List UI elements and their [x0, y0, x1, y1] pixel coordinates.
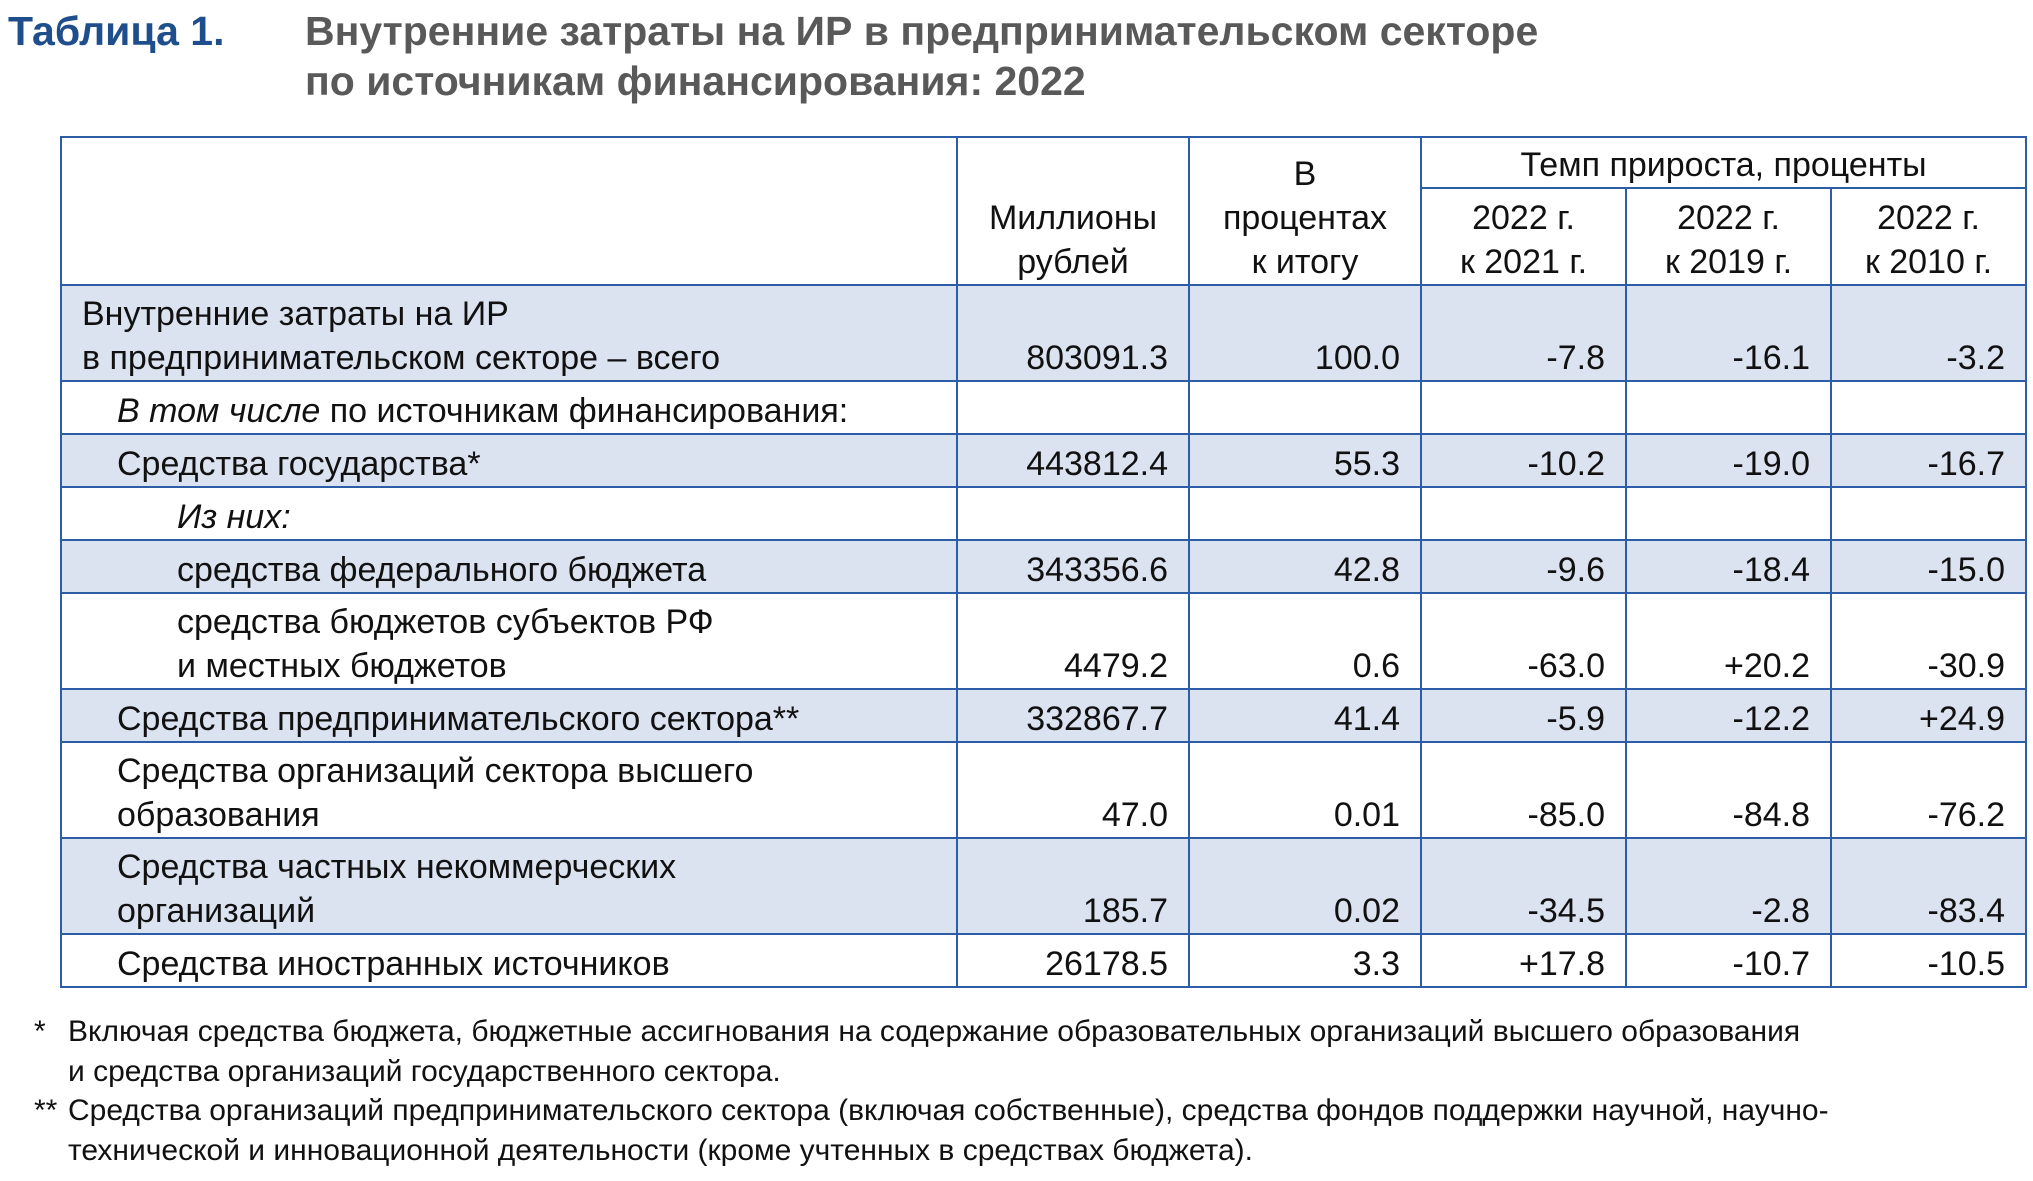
- cell-g2021: -85.0: [1420, 741, 1627, 839]
- header-empty-cell: [60, 136, 958, 286]
- header-2022-vs-2010: 2022 г. к 2010 г.: [1829, 187, 2028, 286]
- cell-mln: 47.0: [956, 741, 1190, 839]
- cell-g2019: -10.7: [1625, 933, 1832, 988]
- row-label: Средства предпринимательского сектора**: [60, 688, 958, 743]
- header-subrow: 2022 г. к 2021 г. 2022 г. к 2019 г. 2022 г…: [61, 187, 2028, 286]
- cell-g2021: -10.2: [1420, 433, 1627, 488]
- table-number: Таблица 1.: [8, 8, 225, 54]
- row-label: средства бюджетов субъектов РФ и местных …: [60, 592, 958, 690]
- table-row: средства федерального бюджета 343356.6 4…: [60, 539, 2028, 594]
- cell-pct: 0.01: [1188, 741, 1422, 839]
- footnote-1: * Включая средства бюджета, бюджетные асс…: [34, 1012, 2024, 1092]
- footnote-2: ** Средства организаций предпринимательск…: [34, 1091, 2024, 1171]
- table-title: Внутренние затраты на ИР в предпринимате…: [305, 6, 1538, 106]
- cell-g2019: -12.2: [1625, 688, 1832, 743]
- table-title-line2: по источникам финансирования: 2022: [305, 58, 1086, 104]
- cell-pct: 3.3: [1188, 933, 1422, 988]
- row-label: Средства частных некоммерческих организац…: [60, 837, 958, 935]
- header-growth-rate: Темп прироста, проценты: [1419, 136, 2028, 189]
- cell-mln: 803091.3: [956, 284, 1190, 382]
- cell-mln: 443812.4: [956, 433, 1190, 488]
- row-label: В том числе по источникам финансирования…: [60, 380, 958, 435]
- footnote-2-text-cont: технической и инновационной деятельности…: [68, 1134, 1253, 1167]
- header-2022-vs-2021: 2022 г. к 2021 г.: [1420, 187, 1627, 286]
- cell-g2019: -16.1: [1625, 284, 1832, 382]
- cell-g2019: -84.8: [1625, 741, 1832, 839]
- header-mln-rub: Миллионы рублей: [956, 136, 1190, 286]
- cell-mln: 343356.6: [956, 539, 1190, 594]
- cell-pct: 41.4: [1188, 688, 1422, 743]
- cell-g2010: +24.9: [1829, 688, 2028, 743]
- table-row: Средства организаций сектора высшего обра…: [60, 741, 2028, 839]
- cell-mln: 26178.5: [956, 933, 1190, 988]
- cell-g2021: +17.8: [1420, 933, 1627, 988]
- table-row: средства бюджетов субъектов РФ и местных …: [60, 592, 2028, 690]
- cell-g2010: -30.9: [1829, 592, 2028, 690]
- footnote-2-mark: **: [34, 1094, 58, 1127]
- row-label: Средства государства*: [60, 433, 958, 488]
- cell-g2021: -9.6: [1420, 539, 1627, 594]
- footnote-2-text: Средства организаций предпринимательског…: [68, 1094, 1829, 1127]
- cell-g2010: -10.5: [1829, 933, 2028, 988]
- table-row: Средства частных некоммерческих организац…: [60, 837, 2028, 935]
- cell-g2019: -18.4: [1625, 539, 1832, 594]
- cell-g2010: -76.2: [1829, 741, 2028, 839]
- footnote-1-text-cont: и средства организаций государственного …: [68, 1055, 781, 1088]
- table-row: В том числе по источникам финансирования…: [60, 380, 2028, 435]
- table-title-line1: Внутренние затраты на ИР в предпринимате…: [305, 8, 1539, 54]
- cell-g2021: -7.8: [1420, 284, 1627, 382]
- cell-g2010: -3.2: [1829, 284, 2028, 382]
- cell-pct: 55.3: [1188, 433, 1422, 488]
- table-row: Из них:: [60, 486, 2028, 541]
- cell-g2010: -15.0: [1829, 539, 2028, 594]
- table-row-total: Внутренние затраты на ИР в предпринимател…: [60, 284, 2028, 382]
- header-2022-vs-2019: 2022 г. к 2019 г.: [1625, 187, 1832, 286]
- row-label: Средства иностранных источников: [60, 933, 958, 988]
- cell-g2019: +20.2: [1625, 592, 1832, 690]
- row-label: Из них:: [60, 486, 958, 541]
- cell-g2010: -16.7: [1829, 433, 2028, 488]
- cell-g2019: -19.0: [1625, 433, 1832, 488]
- cell-pct: 100.0: [1188, 284, 1422, 382]
- table-row: Средства государства* 443812.4 55.3 -10.…: [60, 433, 2028, 488]
- row-label: Внутренние затраты на ИР в предпринимател…: [60, 284, 958, 382]
- table-row: Средства иностранных источников 26178.5 …: [60, 933, 2028, 988]
- row-label: средства федерального бюджета: [60, 539, 958, 594]
- cell-g2021: -5.9: [1420, 688, 1627, 743]
- cell-mln: 4479.2: [956, 592, 1190, 690]
- table-row: Средства предпринимательского сектора** …: [60, 688, 2028, 743]
- cell-mln: 185.7: [956, 837, 1190, 935]
- cell-g2021: -34.5: [1420, 837, 1627, 935]
- footnote-1-mark: *: [34, 1015, 46, 1048]
- footnote-1-text: Включая средства бюджета, бюджетные асси…: [68, 1015, 1801, 1048]
- cell-mln: 332867.7: [956, 688, 1190, 743]
- cell-pct: 42.8: [1188, 539, 1422, 594]
- cell-g2010: -83.4: [1829, 837, 2028, 935]
- cell-pct: 0.6: [1188, 592, 1422, 690]
- row-label: Средства организаций сектора высшего обра…: [60, 741, 958, 839]
- cell-g2019: -2.8: [1625, 837, 1832, 935]
- cell-pct: 0.02: [1188, 837, 1422, 935]
- cell-g2021: -63.0: [1420, 592, 1627, 690]
